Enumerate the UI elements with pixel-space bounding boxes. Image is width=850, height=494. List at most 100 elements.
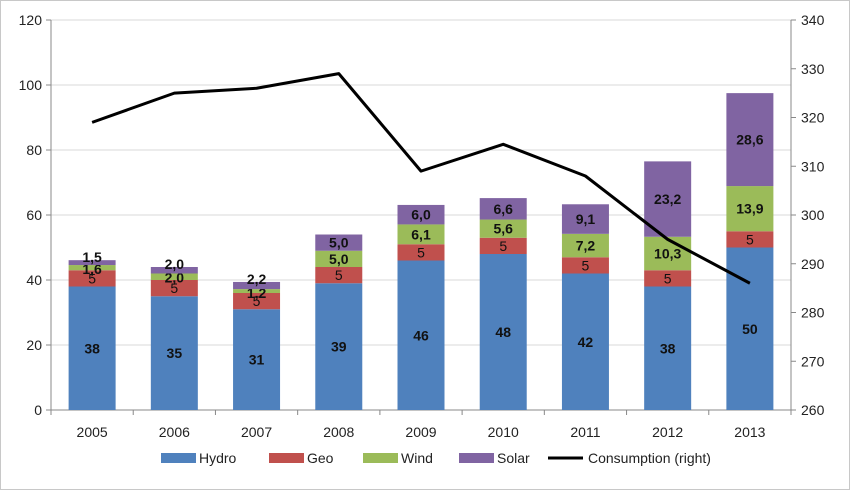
data-label-hydro: 39 — [331, 339, 347, 355]
bar-solar — [479, 198, 527, 220]
data-label-solar: 23,2 — [654, 191, 681, 207]
bar-wind — [233, 289, 281, 293]
bar-geo — [397, 244, 445, 261]
data-label-wind: 6,1 — [411, 226, 431, 242]
bar-geo — [726, 231, 774, 248]
legend-swatch-hydro — [161, 453, 196, 463]
bar-wind — [561, 233, 609, 258]
left-axis-tick-label: 120 — [19, 12, 43, 28]
legend-label-consumption: Consumption (right) — [588, 450, 711, 466]
right-axis-tick-label: 280 — [801, 305, 825, 321]
data-label-geo: 5 — [253, 293, 261, 309]
bar-hydro — [68, 286, 116, 410]
x-axis-tick-label: 2010 — [488, 424, 519, 440]
data-label-geo: 5 — [88, 270, 96, 286]
data-label-solar: 2,2 — [247, 271, 267, 287]
right-axis-tick-label: 310 — [801, 158, 825, 174]
bar-hydro — [561, 273, 609, 410]
data-label-geo: 5 — [499, 238, 507, 254]
left-axis-tick-label: 20 — [26, 337, 42, 353]
x-axis-tick-label: 2008 — [323, 424, 354, 440]
data-label-wind: 7,2 — [576, 238, 596, 254]
bars: 3851,61,53552,02,03151,22,23955,05,04656… — [68, 93, 774, 410]
bar-geo — [561, 257, 609, 274]
bar-solar — [397, 204, 445, 225]
bar-geo — [479, 237, 527, 254]
data-label-geo: 5 — [335, 267, 343, 283]
data-label-solar: 6,0 — [411, 207, 431, 223]
x-axis-tick-label: 2006 — [159, 424, 190, 440]
data-label-geo: 5 — [417, 244, 425, 260]
bar-wind — [644, 236, 692, 271]
x-axis-tick-label: 2005 — [77, 424, 108, 440]
data-label-hydro: 50 — [742, 321, 758, 337]
left-axis-tick-label: 80 — [26, 142, 42, 158]
bar-wind — [397, 224, 445, 245]
bar-hydro — [150, 296, 198, 410]
data-label-hydro: 38 — [84, 340, 100, 356]
legend-label-hydro: Hydro — [199, 450, 237, 466]
data-label-hydro: 46 — [413, 327, 429, 343]
bar-hydro — [233, 309, 281, 410]
legend-swatch-wind — [363, 453, 398, 463]
x-axis-tick-label: 2012 — [652, 424, 683, 440]
data-label-wind: 5,0 — [329, 251, 349, 267]
right-axis-tick-label: 340 — [801, 12, 825, 28]
legend-label-wind: Wind — [401, 450, 433, 466]
legend-swatch-solar — [459, 453, 494, 463]
bar-hydro — [397, 260, 445, 410]
right-axis-tick-label: 270 — [801, 353, 825, 369]
bar-wind — [726, 186, 774, 232]
legend-label-geo: Geo — [307, 450, 334, 466]
right-axis-tick-label: 260 — [801, 402, 825, 418]
data-label-geo: 5 — [664, 270, 672, 286]
data-label-wind: 13,9 — [736, 201, 763, 217]
bar-solar — [644, 161, 692, 237]
left-axis-tick-label: 100 — [19, 77, 43, 93]
data-label-hydro: 38 — [660, 340, 676, 356]
x-axis-tick-label: 2007 — [241, 424, 272, 440]
data-label-wind: 5,6 — [493, 221, 513, 237]
bar-solar — [233, 281, 281, 290]
bar-solar — [315, 234, 363, 251]
bar-wind — [479, 219, 527, 238]
bar-wind — [68, 265, 116, 271]
data-label-hydro: 31 — [249, 352, 265, 368]
left-axis-tick-label: 0 — [34, 402, 42, 418]
data-label-geo: 5 — [170, 280, 178, 296]
bar-hydro — [479, 254, 527, 410]
left-axis-tick-label: 40 — [26, 272, 42, 288]
bar-hydro — [315, 283, 363, 410]
data-label-solar: 2,0 — [165, 256, 185, 272]
bar-solar — [150, 267, 198, 274]
right-axis-tick-label: 330 — [801, 61, 825, 77]
legend-label-solar: Solar — [497, 450, 530, 466]
consumption-line — [91, 72, 751, 285]
legend: Hydro Geo Wind Solar Consumption (right) — [161, 450, 711, 466]
bar-solar — [726, 93, 774, 187]
bar-wind — [315, 250, 363, 267]
bar-geo — [644, 270, 692, 287]
bar-solar — [68, 260, 116, 266]
bar-hydro — [644, 286, 692, 410]
data-label-hydro: 48 — [495, 324, 511, 340]
bar-geo — [233, 293, 281, 310]
data-label-wind: 10,3 — [654, 246, 681, 262]
x-axis-tick-label: 2013 — [734, 424, 765, 440]
bar-geo — [68, 270, 116, 287]
x-axis-tick-label: 2011 — [570, 424, 600, 440]
data-label-hydro: 35 — [167, 345, 183, 361]
bar-solar — [561, 204, 609, 234]
data-label-hydro: 42 — [578, 334, 594, 350]
right-axis-tick-label: 300 — [801, 207, 825, 223]
data-label-geo: 5 — [582, 257, 590, 273]
data-label-geo: 5 — [746, 231, 754, 247]
left-axis-tick-label: 60 — [26, 207, 42, 223]
legend-swatch-geo — [269, 453, 304, 463]
bar-wind — [150, 273, 198, 280]
data-label-solar: 28,6 — [736, 132, 763, 148]
bar-geo — [150, 280, 198, 297]
data-label-solar: 9,1 — [576, 211, 596, 227]
